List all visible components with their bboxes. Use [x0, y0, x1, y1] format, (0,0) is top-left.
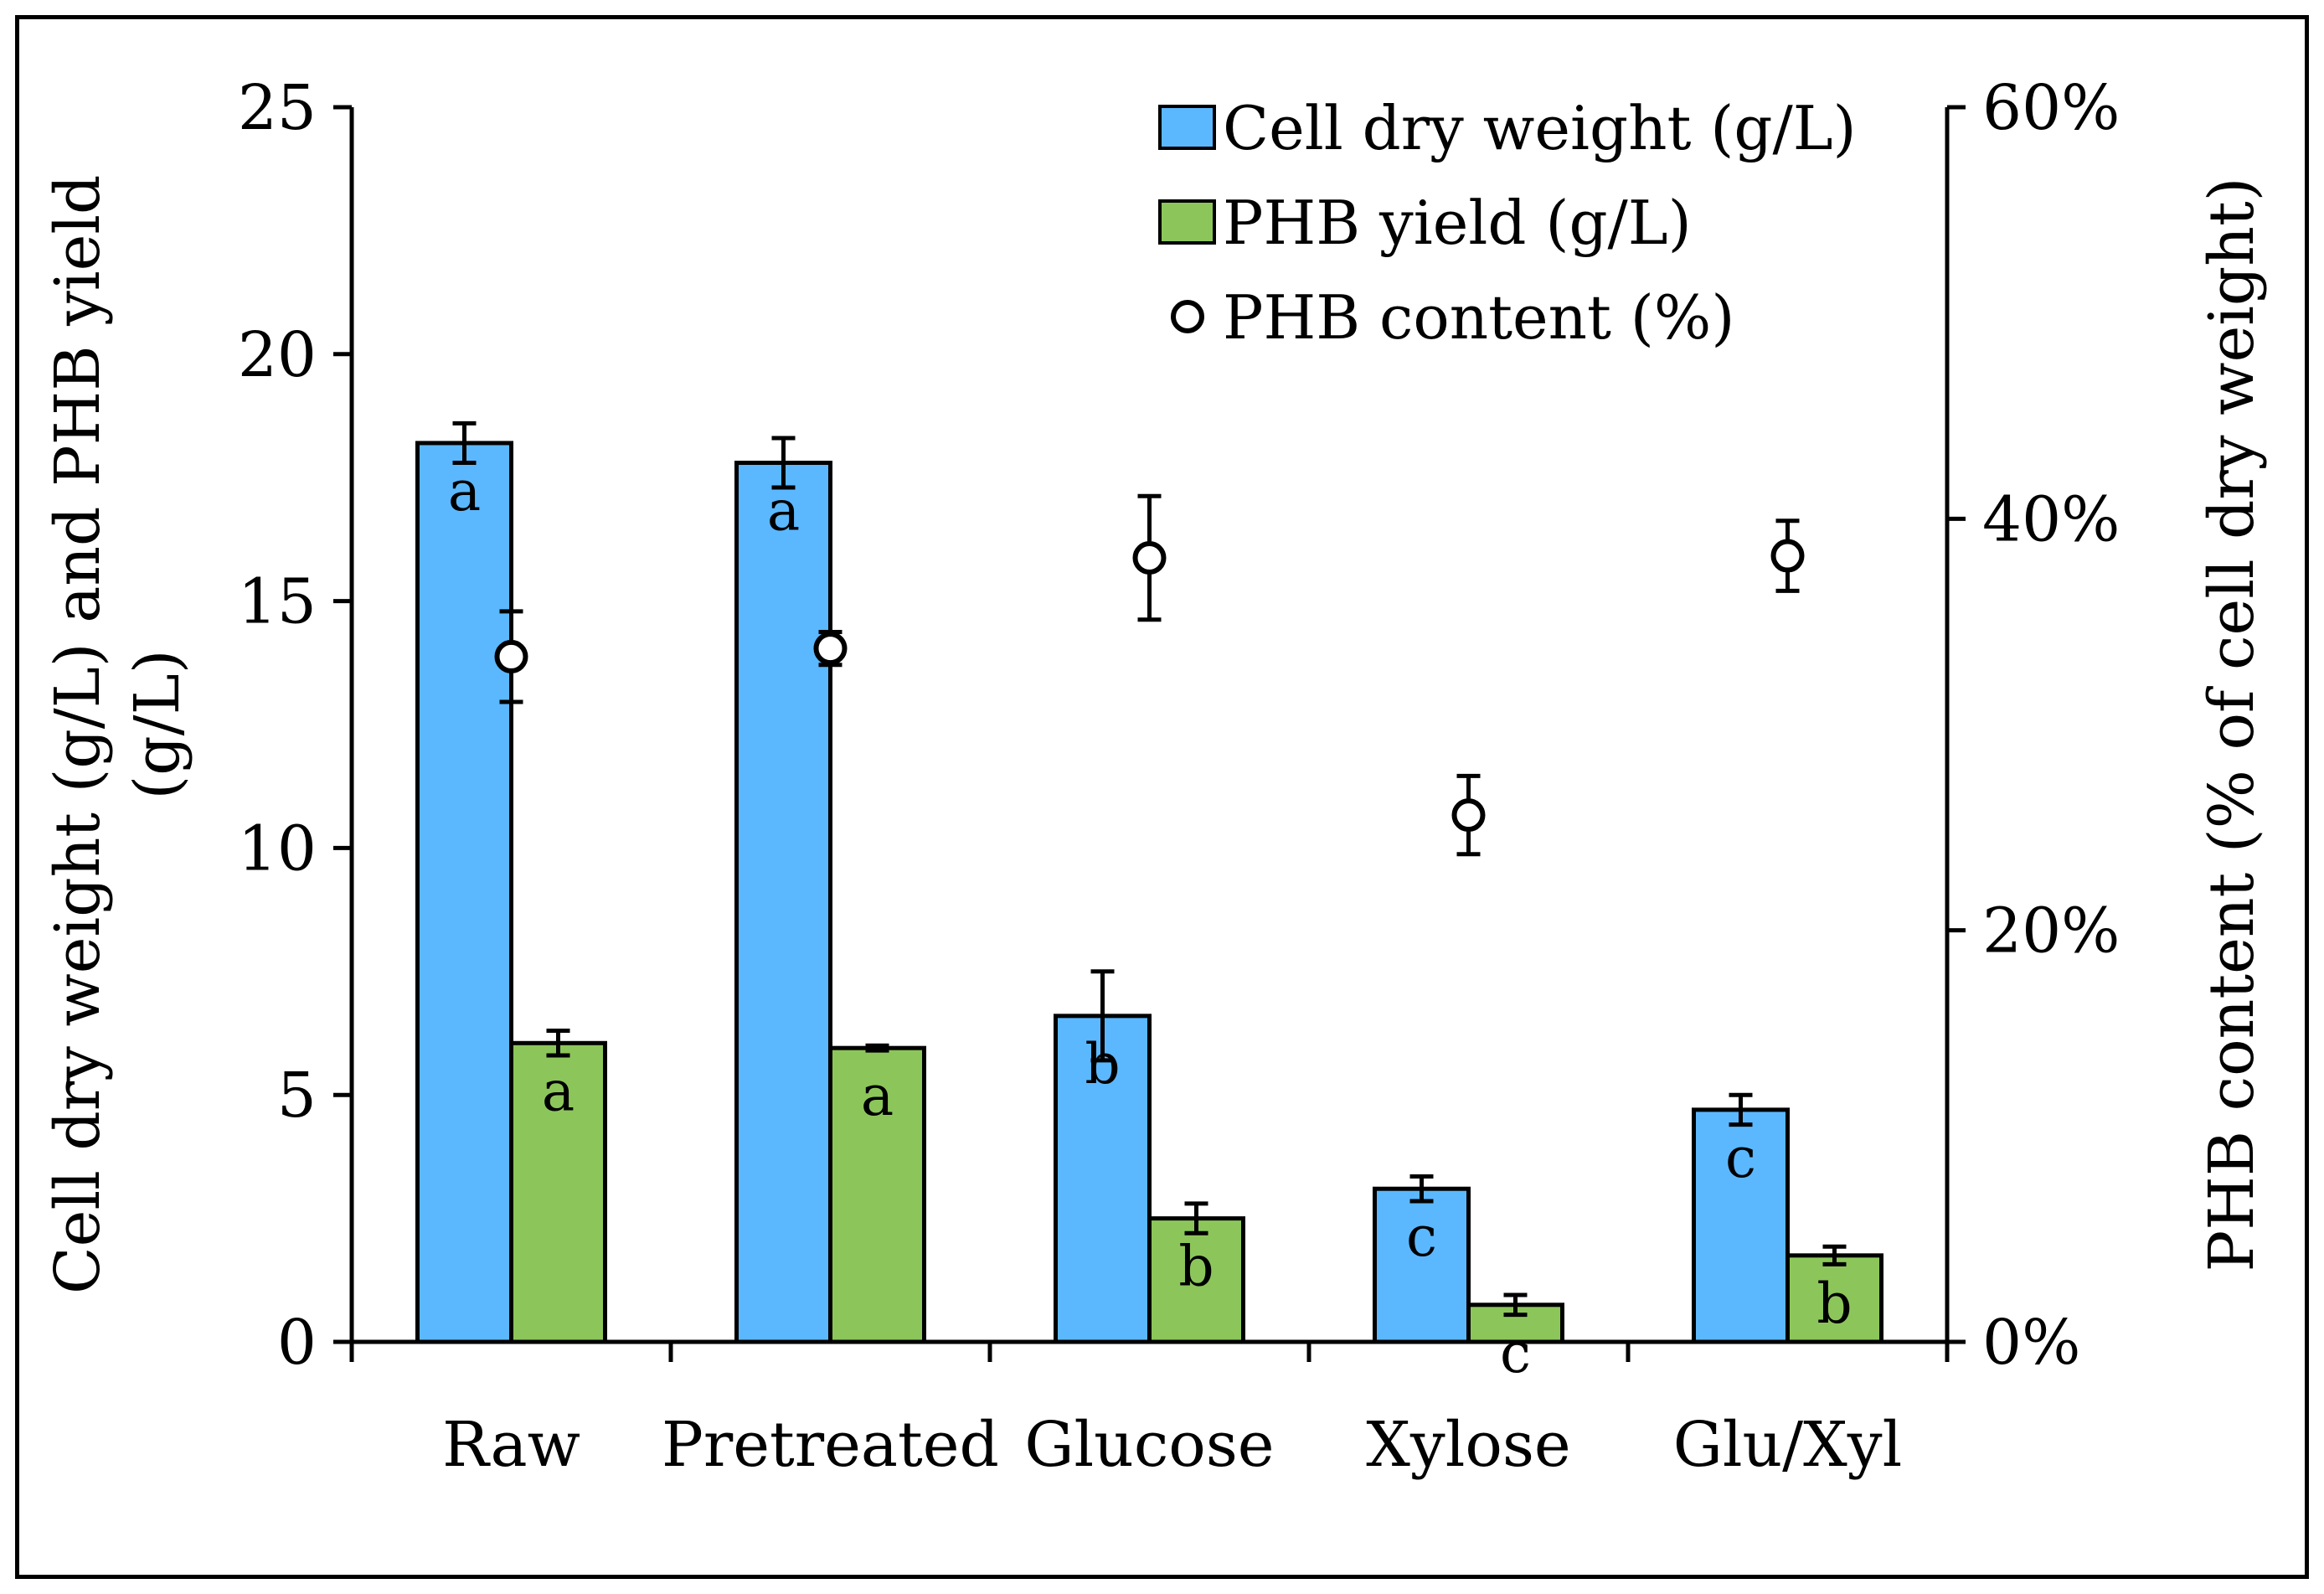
x-tick-label-glu-xyl: Glu/Xyl — [1673, 1409, 1903, 1481]
sig-label-cell-dry-weight-pretreated: a — [767, 479, 800, 544]
point-phb-content-xylose — [1451, 798, 1486, 833]
y-right-tick-label: 0% — [1982, 1307, 2080, 1379]
legend-label-cell-dry-weight: Cell dry weight (g/L) — [1223, 93, 1857, 163]
sig-label-cell-dry-weight-raw: a — [448, 459, 481, 524]
legend-swatch-cell-dry-weight — [1158, 105, 1216, 150]
point-phb-content-raw — [494, 639, 528, 673]
sig-label-phb-yield-xylose: c — [1500, 1321, 1531, 1385]
x-tick-label-raw: Raw — [442, 1409, 580, 1481]
sig-label-phb-yield-glucose: b — [1178, 1235, 1214, 1299]
bar-phb-yield-raw — [509, 1040, 607, 1344]
y-left-tick-label: 15 — [238, 566, 317, 638]
y-right-tick-label: 40% — [1982, 483, 2120, 555]
sig-label-cell-dry-weight-glucose: b — [1085, 1032, 1120, 1096]
y-left-tick-label: 25 — [238, 72, 317, 144]
legend: Cell dry weight (g/L) PHB yield (g/L) PH… — [1158, 93, 1857, 353]
y-right-tick-label: 60% — [1982, 72, 2120, 144]
legend-label-phb-yield: PHB yield (g/L) — [1223, 188, 1692, 258]
errorbar-phb-yield-pretreated — [865, 1043, 889, 1053]
legend-marker-phb-content — [1171, 300, 1204, 333]
y-left-title-line1: Cell dry weight (g/L) and PHB yield — [42, 175, 114, 1294]
errorbar-cell-dry-weight-xylose — [1409, 1174, 1434, 1204]
sig-label-phb-yield-glu-xyl: b — [1816, 1272, 1852, 1336]
x-tick-label-xylose: Xylose — [1366, 1409, 1570, 1481]
point-phb-content-glucose — [1132, 541, 1167, 575]
bar-cell-dry-weight-raw — [415, 441, 513, 1344]
y-left-tick-label: 5 — [277, 1060, 317, 1132]
legend-swatch-phb-yield — [1158, 199, 1216, 245]
y-right-tick-label: 20% — [1982, 895, 2120, 967]
errorbar-phb-yield-glucose — [1184, 1201, 1208, 1235]
sig-label-phb-yield-raw: a — [542, 1059, 575, 1123]
point-phb-content-glu-xyl — [1770, 539, 1805, 573]
errorbar-phb-yield-xylose — [1503, 1292, 1528, 1318]
sig-label-phb-yield-pretreated: a — [861, 1064, 894, 1128]
x-tick-label-glucose: Glucose — [1024, 1409, 1274, 1481]
errorbar-cell-dry-weight-glu-xyl — [1729, 1092, 1753, 1127]
x-tick-label-pretreated: Pretreated — [662, 1409, 999, 1481]
y-left-tick-label: 20 — [238, 319, 317, 391]
point-phb-content-pretreated — [813, 632, 848, 666]
bar-cell-dry-weight-pretreated — [734, 461, 832, 1344]
sig-label-cell-dry-weight-glu-xyl: c — [1725, 1126, 1756, 1190]
bar-cell-dry-weight-xylose — [1373, 1186, 1471, 1344]
y-left-tick-label: 0 — [277, 1307, 317, 1379]
bar-cell-dry-weight-glu-xyl — [1692, 1107, 1790, 1344]
y-left-tick-label: 10 — [238, 812, 317, 885]
errorbar-cell-dry-weight-raw — [452, 420, 477, 466]
legend-label-phb-content: PHB content (%) — [1223, 282, 1734, 353]
errorbar-phb-yield-glu-xyl — [1822, 1244, 1847, 1266]
y-left-title: Cell dry weight (g/L) and PHB yield (g/L… — [42, 155, 193, 1294]
sig-label-cell-dry-weight-xylose: c — [1406, 1205, 1437, 1269]
errorbar-phb-yield-raw — [546, 1029, 570, 1058]
y-right-title: PHB content (% of cell dry weight) — [2196, 177, 2268, 1272]
bar-cell-dry-weight-glucose — [1054, 1014, 1152, 1344]
errorbar-cell-dry-weight-glucose — [1090, 969, 1115, 1063]
y-left-title-line2: (g/L) — [121, 649, 193, 799]
errorbar-cell-dry-weight-pretreated — [771, 436, 796, 490]
